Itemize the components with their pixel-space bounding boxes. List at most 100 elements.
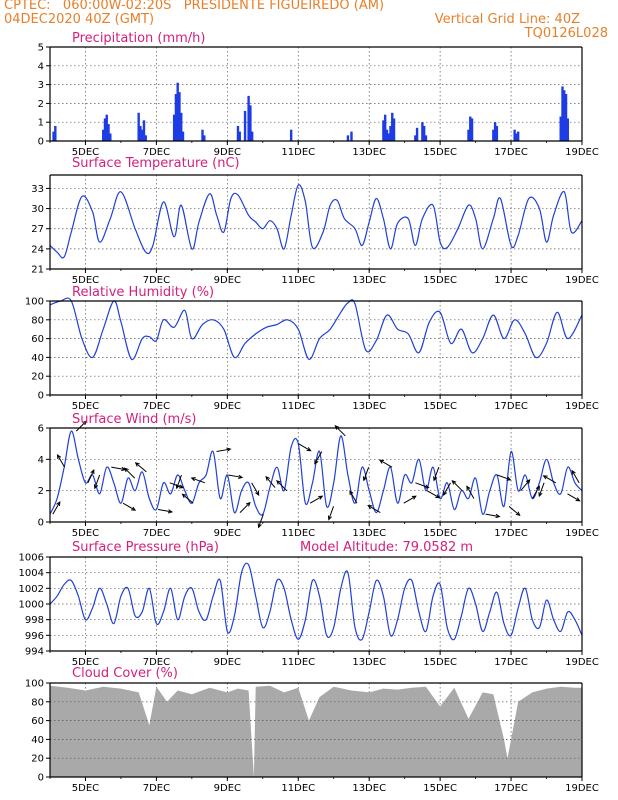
wind-arrow-head bbox=[123, 467, 129, 473]
y-tick-label: 24 bbox=[31, 244, 44, 255]
wind-arrow bbox=[327, 506, 335, 521]
y-tick-label: 1 bbox=[38, 118, 44, 129]
wind-arrow bbox=[309, 495, 324, 504]
x-tick-label: 15DEC bbox=[423, 275, 457, 286]
wind-arrow-shaft bbox=[57, 454, 65, 468]
wind-arrow-shaft bbox=[176, 474, 182, 489]
precip-bar bbox=[424, 135, 428, 141]
precip-bar bbox=[181, 131, 185, 141]
wind-arrow-shaft bbox=[531, 486, 540, 499]
wind-arrow-head bbox=[56, 500, 61, 507]
wind-arrow bbox=[497, 474, 512, 481]
x-tick-label: 7DEC bbox=[143, 147, 170, 158]
wind-arrow-shaft bbox=[135, 462, 147, 473]
precip-bar bbox=[492, 129, 495, 141]
wind-arrow bbox=[158, 508, 174, 514]
wind-arrow-head bbox=[451, 479, 457, 485]
y-tick-label: 2 bbox=[38, 486, 44, 497]
x-tick-label: 17DEC bbox=[494, 657, 528, 668]
wind-arrow bbox=[181, 493, 194, 504]
series-line bbox=[49, 297, 583, 360]
wind-arrow-head bbox=[571, 469, 576, 475]
precip-bar bbox=[289, 129, 293, 141]
x-tick-label: 5DEC bbox=[72, 657, 99, 668]
x-tick-label: 11DEC bbox=[281, 275, 315, 286]
wind-arrow bbox=[216, 447, 232, 452]
wind-arrow bbox=[542, 475, 557, 484]
y-tick-label: 4 bbox=[38, 61, 44, 72]
wind-arrow-shaft bbox=[265, 476, 276, 488]
series-line bbox=[49, 562, 583, 641]
wind-arrow bbox=[367, 505, 381, 514]
precip-bar bbox=[385, 129, 389, 141]
y-tick-label: 30 bbox=[31, 204, 44, 215]
wind-arrow bbox=[134, 462, 147, 473]
y-tick-label: 1000 bbox=[19, 600, 44, 611]
wind-arrow bbox=[75, 420, 87, 432]
x-tick-label: 17DEC bbox=[494, 275, 528, 286]
y-tick-label: 3 bbox=[38, 80, 44, 91]
x-tick-label: 13DEC bbox=[352, 401, 386, 412]
x-tick-label: 13DEC bbox=[352, 275, 386, 286]
x-tick-label: 7DEC bbox=[143, 275, 170, 286]
wind-arrow bbox=[56, 453, 65, 468]
x-tick-label: 5DEC bbox=[72, 528, 99, 539]
wind-arrow-shaft bbox=[298, 443, 311, 452]
precip-bar bbox=[563, 90, 566, 141]
x-tick-label: 7DEC bbox=[143, 401, 170, 412]
y-tick-label: 2 bbox=[38, 99, 44, 110]
wind-arrow-head bbox=[257, 523, 262, 529]
x-tick-label: 7DEC bbox=[143, 783, 170, 794]
x-tick-label: 17DEC bbox=[494, 783, 528, 794]
wind-arrow-head bbox=[131, 506, 137, 511]
wind-arrow-shaft bbox=[466, 486, 475, 499]
panel-4: 994 996 998 1000 1002 1004 1006 5DEC 7DEC 9DEC 11D… bbox=[19, 540, 599, 668]
header-line2-right: Vertical Grid Line: 40Z bbox=[434, 12, 580, 27]
wind-arrow-shaft bbox=[485, 513, 500, 518]
wind-arrow-head bbox=[134, 462, 140, 467]
x-tick-label: 5DEC bbox=[72, 783, 99, 794]
wind-arrow bbox=[87, 469, 95, 484]
panel-2: 0 20 40 60 80 100 5DEC 7DEC 9DEC 11DEC 13DEC 15DEC 1… bbox=[25, 285, 599, 412]
precip-bar bbox=[139, 125, 142, 141]
y-tick-label: 100 bbox=[25, 679, 44, 690]
x-tick-label: 19DEC bbox=[565, 783, 599, 794]
x-tick-label: 17DEC bbox=[494, 401, 528, 412]
wind-arrow-head bbox=[226, 447, 232, 452]
wind-arrow-shaft bbox=[122, 502, 136, 511]
precip-bar bbox=[387, 133, 390, 141]
precip-bar bbox=[109, 133, 112, 141]
x-tick-label: 5DEC bbox=[72, 275, 99, 286]
y-tick-label: 0 bbox=[38, 773, 44, 784]
wind-arrow bbox=[228, 474, 244, 479]
precip-bar bbox=[250, 131, 254, 141]
wind-arrow bbox=[123, 467, 136, 479]
wind-arrow bbox=[508, 505, 521, 517]
precip-bar bbox=[515, 133, 518, 141]
wind-arrow-head bbox=[424, 484, 430, 489]
precip-bar bbox=[103, 118, 107, 141]
precip-bar bbox=[467, 129, 470, 141]
wind-arrow-shaft bbox=[228, 474, 243, 478]
wind-arrow-head bbox=[255, 490, 260, 497]
precip-bar bbox=[54, 125, 57, 141]
wind-arrow bbox=[257, 513, 264, 529]
wind-arrow-head bbox=[506, 476, 512, 481]
x-tick-label: 9DEC bbox=[214, 783, 241, 794]
x-tick-label: 19DEC bbox=[565, 401, 599, 412]
wind-arrow-head bbox=[349, 490, 354, 496]
panel-title: Cloud Cover (%) bbox=[72, 666, 178, 681]
panel-title: Surface Pressure (hPa) bbox=[72, 540, 219, 555]
wind-arrow bbox=[426, 490, 441, 499]
wind-arrow-head bbox=[238, 474, 244, 479]
wind-arrow-shaft bbox=[239, 502, 251, 513]
wind-arrow-head bbox=[538, 491, 543, 498]
wind-arrow bbox=[265, 475, 276, 488]
x-tick-label: 19DEC bbox=[565, 528, 599, 539]
precip-bar bbox=[238, 131, 241, 141]
y-tick-label: 0 bbox=[38, 391, 44, 402]
wind-arrow-head bbox=[542, 475, 548, 480]
wind-arrow-shaft bbox=[538, 482, 545, 497]
precip-bar bbox=[389, 125, 392, 141]
wind-arrow-shaft bbox=[367, 505, 381, 514]
